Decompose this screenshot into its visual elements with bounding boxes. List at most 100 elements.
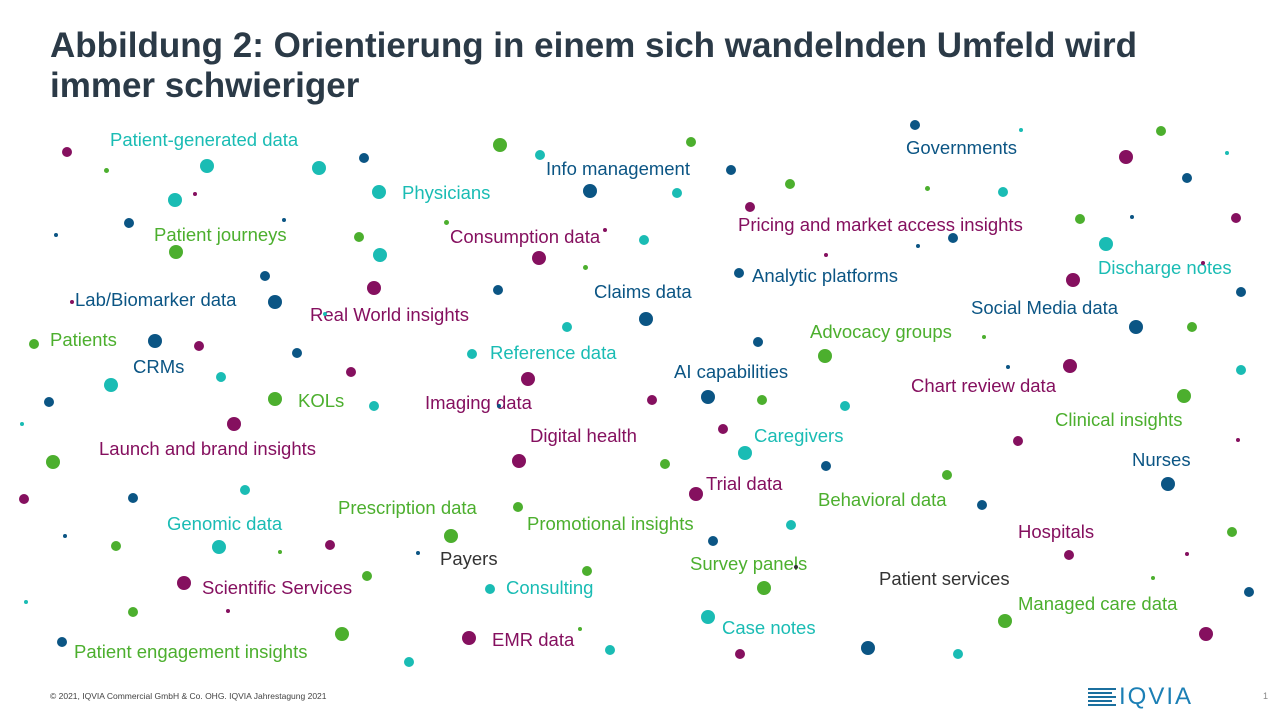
label-scientific-services: Scientific Services [202, 577, 353, 598]
dot-purple [647, 395, 657, 405]
dot-green [686, 137, 696, 147]
dot-blue [861, 641, 875, 655]
dot-blue [260, 271, 270, 281]
dot-teal [200, 159, 214, 173]
dot-blue [639, 312, 653, 326]
dot-blue [497, 404, 501, 408]
dot-blue [708, 536, 718, 546]
dot-purple [177, 576, 191, 590]
dot-teal [467, 349, 477, 359]
dot-teal [1019, 128, 1023, 132]
dot-teal [485, 584, 495, 594]
dot-teal [639, 235, 649, 245]
dot-green [335, 627, 349, 641]
label-caregivers: Caregivers [754, 425, 844, 446]
dot-purple [193, 192, 197, 196]
label-patient-generated-data: Patient-generated data [110, 129, 299, 150]
dot-blue [292, 348, 302, 358]
label-hospitals: Hospitals [1018, 521, 1095, 542]
label-crms: CRMs [133, 356, 185, 377]
label-social-media-data: Social Media data [971, 297, 1119, 318]
dot-green [982, 335, 986, 339]
dot-purple [226, 609, 230, 613]
dot-teal [212, 540, 226, 554]
dot-green [128, 607, 138, 617]
dot-blue [57, 637, 67, 647]
dot-teal [104, 378, 118, 392]
dot-green [513, 502, 523, 512]
dot-blue [1006, 365, 1010, 369]
dot-green [278, 550, 282, 554]
dot-blue [63, 534, 67, 538]
dot-purple [1119, 150, 1133, 164]
dot-purple [227, 417, 241, 431]
dot-blue [416, 551, 420, 555]
dot-green [493, 138, 507, 152]
label-patient-engagement-insights: Patient engagement insights [74, 641, 308, 662]
dot-green [169, 245, 183, 259]
label-emr-data: EMR data [492, 629, 575, 650]
dot-purple [689, 487, 703, 501]
dot-purple [194, 341, 204, 351]
label-consulting: Consulting [506, 577, 594, 598]
dot-green [757, 581, 771, 595]
dot-blue [44, 397, 54, 407]
dot-purple [1185, 552, 1189, 556]
dot-purple [521, 372, 535, 386]
dot-green [1075, 214, 1085, 224]
dot-green [998, 614, 1012, 628]
dot-teal [738, 446, 752, 460]
label-patient-services: Patient services [879, 568, 1010, 589]
dot-green [582, 264, 588, 270]
label-physicians: Physicians [402, 182, 491, 203]
dot-green [1156, 126, 1166, 136]
dot-blue [1130, 215, 1134, 219]
dot-teal [20, 422, 24, 426]
dot-teal [535, 150, 545, 160]
dot-blue [1236, 287, 1246, 297]
label-discharge-notes: Discharge notes [1098, 257, 1232, 278]
dot-blue [948, 233, 958, 243]
dot-teal [953, 649, 963, 659]
dot-green [111, 541, 121, 551]
dot-teal [369, 401, 379, 411]
dot-green [46, 455, 60, 469]
dot-green [785, 179, 795, 189]
dot-teal [672, 188, 682, 198]
dot-blue [54, 233, 58, 237]
label-patients: Patients [50, 329, 117, 350]
dot-green [443, 219, 449, 225]
dot-blue [701, 390, 715, 404]
dot-purple [1201, 261, 1205, 265]
label-pricing-market-access: Pricing and market access insights [738, 214, 1023, 235]
label-case-notes: Case notes [722, 617, 816, 638]
dot-green [362, 571, 372, 581]
dot-blue [148, 334, 162, 348]
dot-teal [562, 322, 572, 332]
dot-purple [512, 454, 526, 468]
label-governments: Governments [906, 137, 1018, 158]
label-imaging-data: Imaging data [425, 392, 532, 413]
dot-blue [282, 218, 286, 222]
label-promotional-insights: Promotional insights [527, 513, 694, 534]
dot-teal [1236, 365, 1246, 375]
label-behavioral-data: Behavioral data [818, 489, 947, 510]
dot-purple [19, 494, 29, 504]
dot-green [103, 167, 109, 173]
label-genomic-data: Genomic data [167, 513, 283, 534]
dot-purple [603, 228, 607, 232]
label-survey-panels: Survey panels [690, 553, 808, 574]
dot-teal [240, 485, 250, 495]
dot-purple [325, 540, 335, 550]
dot-teal [312, 161, 326, 175]
dot-blue [1161, 477, 1175, 491]
label-lab-biomarker-data: Lab/Biomarker data [75, 289, 237, 310]
label-claims-data: Claims data [594, 281, 692, 302]
label-advocacy-groups: Advocacy groups [810, 321, 952, 342]
dot-green [924, 185, 930, 191]
dot-purple [1013, 436, 1023, 446]
dot-green [354, 232, 364, 242]
dot-teal [998, 187, 1008, 197]
logo-bars-icon [1088, 688, 1116, 706]
dot-purple [1199, 627, 1213, 641]
